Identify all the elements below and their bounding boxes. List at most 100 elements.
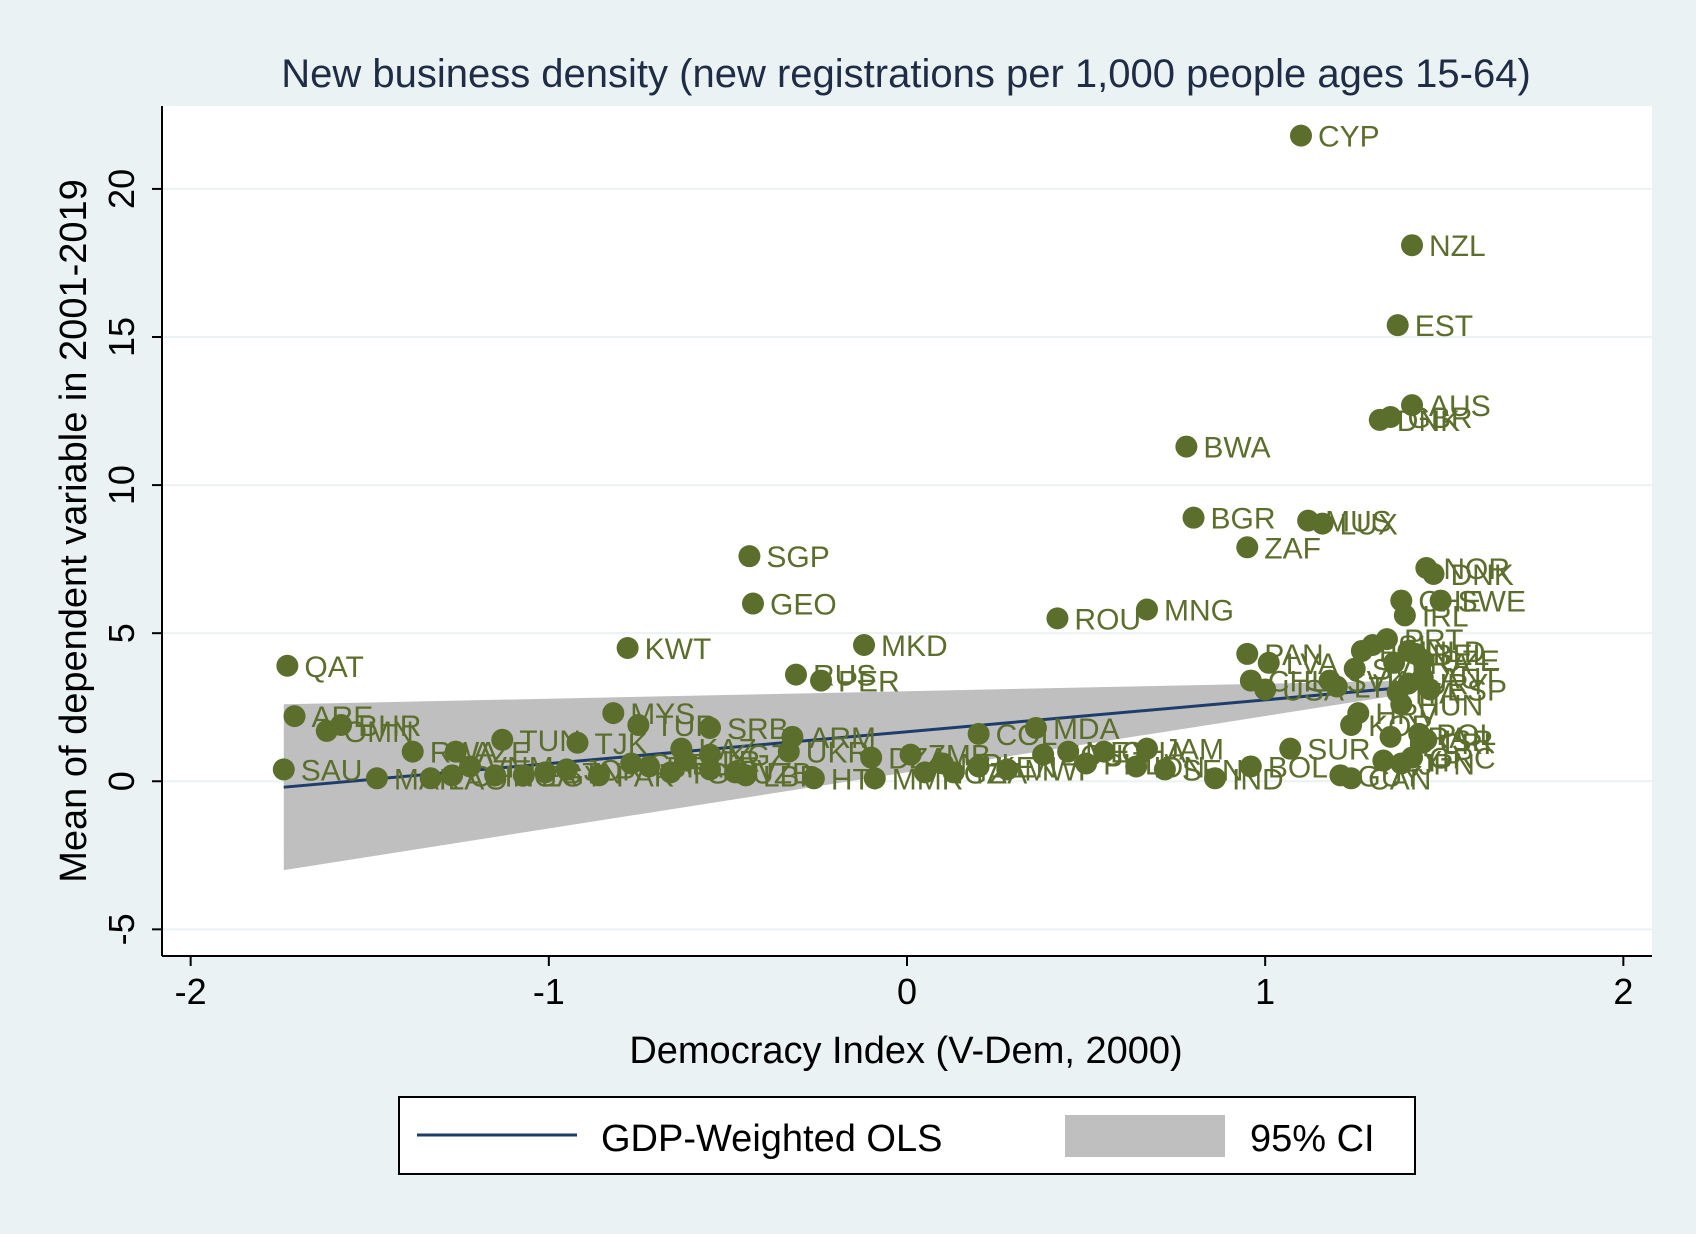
point-label: SRB [727,713,789,746]
data-point [853,634,876,657]
point-label: NZL [1429,230,1486,263]
data-point [1340,713,1363,736]
data-point [1024,716,1047,739]
point-label: CYP [1318,121,1380,154]
point-label: CHN [469,760,534,793]
legend: GDP-Weighted OLS 95% CI [398,1096,1416,1175]
point-label: BOL [1268,751,1328,784]
point-label: BTN [562,757,622,790]
data-point [1092,740,1115,763]
point-label: NLD [1425,636,1485,669]
data-point [1236,536,1259,559]
data-point [1254,678,1277,701]
data-point [913,761,936,784]
x-axis-ticks: -2 -1 0 1 2 [175,956,1633,1012]
point-label: SEN [1182,754,1244,787]
data-point [1340,767,1363,790]
point-label: NGA [942,757,1007,790]
data-point [638,755,661,778]
point-label: TJK [594,728,647,761]
data-point [1204,767,1227,790]
point-label: EGY [541,760,604,793]
data-point [699,743,722,766]
data-point [1390,693,1413,716]
point-label: QAT [304,651,363,684]
point-label: SUR [1307,734,1370,767]
point-label: BHR [358,710,421,743]
x-tick-label: 2 [1613,971,1633,1012]
point-label: PAK [616,760,674,793]
data-point [401,740,424,763]
data-point [673,749,696,772]
point-label: ESP [1447,674,1507,707]
data-point [627,713,650,736]
legend-ols-label: GDP-Weighted OLS [601,1118,942,1160]
y-tick-label: 0 [101,771,142,791]
point-label: DNK [1451,559,1514,592]
point-label: HRV [1375,698,1438,731]
data-point [620,752,643,775]
point-label: SGP [766,541,829,574]
point-label: BWA [1203,432,1270,465]
x-axis-label: Democracy Index (V-Dem, 2000) [629,1030,1182,1072]
data-point [459,755,482,778]
data-point [283,705,306,728]
data-point [860,746,883,769]
data-point [1383,651,1406,674]
data-point [1236,642,1259,665]
point-label: KWT [645,633,712,666]
legend-ci-label: 95% CI [1250,1118,1375,1160]
point-label: JPN [1418,748,1475,781]
point-label: JOR [584,754,644,787]
data-point [1325,675,1348,698]
data-point [444,740,467,763]
data-point [419,767,442,790]
data-point [738,545,761,568]
data-point [491,728,514,751]
data-point [566,731,589,754]
data-point [1368,408,1391,431]
point-label: HUN [1418,689,1483,722]
data-point [602,702,625,725]
data-point [1311,512,1334,535]
point-label: GUY [1357,760,1422,793]
point-label: SWE [1458,586,1526,619]
data-point [1418,678,1441,701]
point-label: IRL [1422,600,1469,633]
point-label: ISR [1443,725,1493,758]
point-label: NOR [1443,553,1510,586]
data-point [1415,728,1438,751]
point-label: MAR [394,763,461,796]
data-point [1125,755,1148,778]
data-point [1239,755,1262,778]
point-label: IND [1232,763,1284,796]
point-label: VNM [487,751,554,784]
data-point [1343,657,1366,680]
data-point [724,761,747,784]
y-tick-label: 5 [101,623,142,643]
data-point [534,761,557,784]
point-label: DZA [888,743,948,776]
point-label: ITA [1415,677,1459,710]
data-point [996,758,1019,781]
data-point [802,767,825,790]
data-point [1032,743,1055,766]
point-label: AUS [1429,390,1491,423]
data-point [616,636,639,659]
data-point [1390,752,1413,775]
data-point [484,764,507,787]
point-label: MUS [1325,506,1392,539]
y-tick-label: 10 [101,465,142,505]
data-point [272,758,295,781]
point-label: SAU [301,754,363,787]
point-label: LUX [1339,509,1397,542]
data-point [315,719,338,742]
chart-title: New business density (new registrations … [281,52,1531,96]
point-label: CHL [1268,666,1328,699]
point-label: DNK [1397,405,1460,438]
data-point [741,592,764,615]
data-point [1411,648,1434,671]
data-point [1401,394,1424,417]
